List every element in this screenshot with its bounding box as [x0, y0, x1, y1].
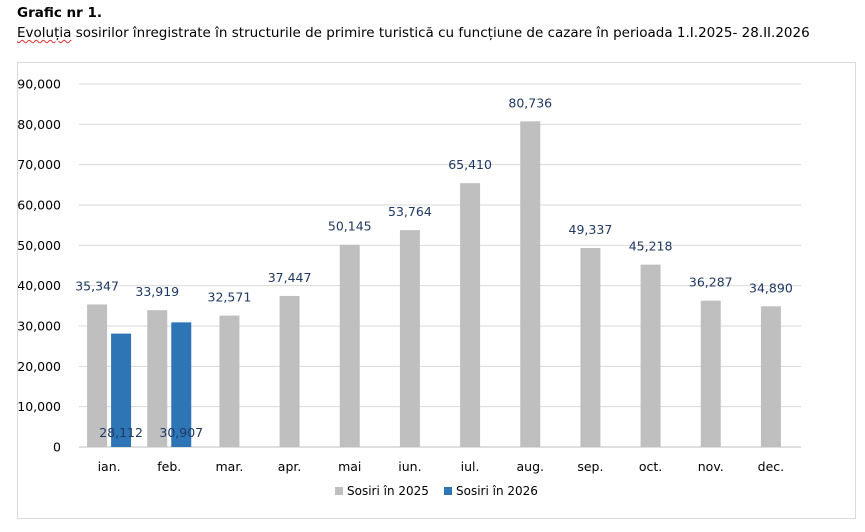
- data-label-2025: 36,287: [689, 275, 733, 290]
- data-label-2026: 30,907: [159, 425, 203, 440]
- data-label-2025: 49,337: [569, 222, 613, 237]
- bar-2026: [111, 333, 132, 447]
- bar-2025: [147, 310, 168, 447]
- data-label-2025: 35,347: [75, 278, 119, 293]
- bar-2025: [399, 230, 420, 447]
- chart-heading: Grafic nr 1. Evoluția sosirilor înregist…: [17, 4, 857, 43]
- bar-2025: [219, 315, 240, 447]
- title-rest: sosirilor înregistrate în structurile de…: [71, 25, 810, 41]
- y-tick-label: 0: [53, 440, 61, 455]
- data-label-2025: 50,145: [328, 219, 372, 234]
- y-tick-label: 90,000: [18, 77, 61, 92]
- bar-2025: [520, 121, 541, 447]
- y-axis-ticks: 0 10,000 20,000 30,000 40,000 50,000 60,000 70,…: [18, 77, 61, 455]
- data-label-2025: 34,890: [749, 280, 793, 295]
- bar-2025: [87, 304, 108, 447]
- data-label-2025: 45,218: [629, 239, 673, 254]
- y-tick-label: 60,000: [18, 198, 61, 213]
- x-axis-ticks: ian. feb. mar. apr. mai iun. iul. aug. sep. oct. n…: [98, 459, 785, 474]
- y-tick-label: 10,000: [18, 399, 61, 414]
- x-tick-label: oct.: [639, 459, 662, 474]
- data-labels: 35,347 28,112 33,919 30,907 32,571 37,447 50,1…: [75, 95, 793, 440]
- data-label-2025: 37,447: [268, 270, 312, 285]
- x-tick-label: apr.: [278, 459, 302, 474]
- gridlines: [79, 83, 801, 448]
- bar-2025: [460, 183, 481, 447]
- figure-number: Grafic nr 1.: [17, 5, 103, 21]
- data-label-2025: 33,919: [135, 284, 179, 299]
- bar-chart: 0 10,000 20,000 30,000 40,000 50,000 60,000 70,…: [18, 77, 801, 498]
- x-tick-label: iun.: [398, 459, 421, 474]
- title-spellcheck-word: Evoluția: [17, 25, 72, 41]
- chart-frame: 0 10,000 20,000 30,000 40,000 50,000 60,000 70,…: [17, 62, 856, 519]
- bar-2025: [279, 295, 300, 447]
- x-tick-label: iul.: [461, 459, 480, 474]
- bar-2025: [700, 300, 721, 447]
- y-tick-label: 80,000: [18, 117, 61, 132]
- legend-label: Sosiri în 2026: [456, 484, 538, 498]
- x-tick-label: dec.: [758, 459, 784, 474]
- legend-swatch: [444, 487, 452, 495]
- data-label-2026: 28,112: [99, 425, 143, 440]
- x-tick-label: feb.: [157, 459, 181, 474]
- x-tick-label: aug.: [517, 459, 545, 474]
- x-tick-label: ian.: [98, 459, 121, 474]
- bars: [87, 121, 781, 447]
- x-tick-label: nov.: [698, 459, 724, 474]
- data-label-2025: 80,736: [508, 95, 552, 110]
- bar-2025: [580, 248, 601, 447]
- bar-2026: [171, 322, 192, 447]
- legend-label: Sosiri în 2025: [347, 484, 429, 498]
- bar-2025: [760, 306, 781, 447]
- x-tick-label: mai: [338, 459, 361, 474]
- legend-swatch: [335, 487, 343, 495]
- bar-2025: [640, 264, 661, 447]
- data-label-2025: 65,410: [448, 157, 492, 172]
- y-tick-label: 20,000: [18, 359, 61, 374]
- y-tick-label: 40,000: [18, 278, 61, 293]
- y-tick-label: 30,000: [18, 319, 61, 334]
- y-tick-label: 70,000: [18, 157, 61, 172]
- data-label-2025: 53,764: [388, 204, 432, 219]
- bar-2025: [339, 244, 360, 447]
- x-tick-label: mar.: [216, 459, 244, 474]
- data-label-2025: 32,571: [208, 290, 252, 305]
- legend: Sosiri în 2025 Sosiri în 2026: [335, 484, 538, 498]
- x-tick-label: sep.: [577, 459, 603, 474]
- chart-title: Evoluția sosirilor înregistrate în struc…: [17, 23, 857, 43]
- y-tick-label: 50,000: [18, 238, 61, 253]
